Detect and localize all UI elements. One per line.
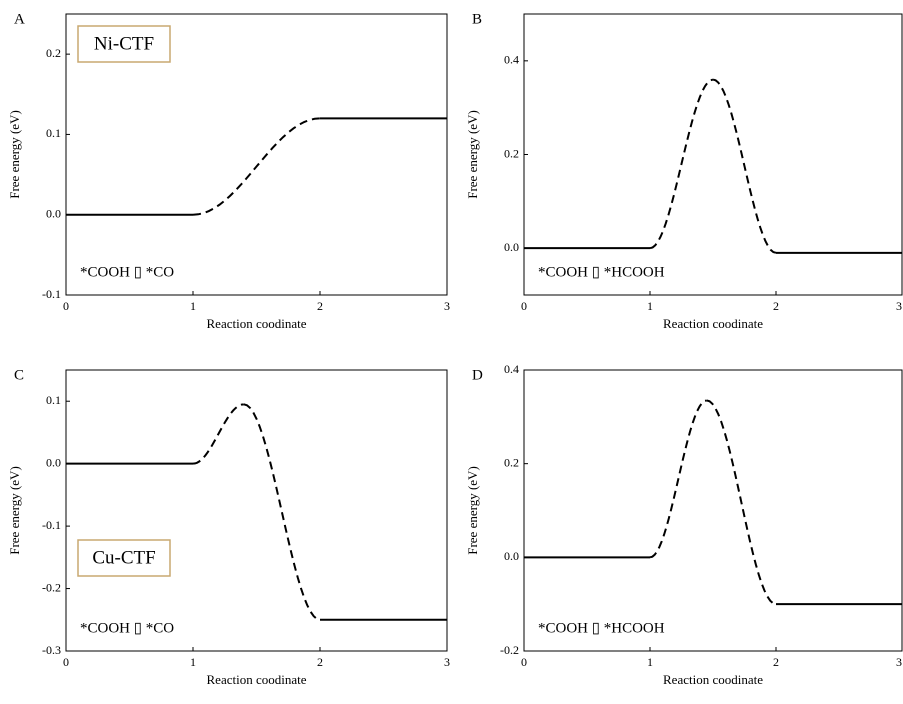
- y-tick-label: 0.0: [504, 240, 519, 254]
- label-box: [77, 539, 171, 577]
- x-axis-title: Reaction coodinate: [207, 316, 307, 331]
- transition-curve: [649, 399, 707, 559]
- x-axis-title: Reaction coodinate: [663, 316, 763, 331]
- x-tick-label: 3: [444, 299, 450, 313]
- y-tick-label: 0.4: [504, 53, 519, 67]
- transition-curve: [712, 78, 777, 254]
- y-tick-label: 0.0: [504, 549, 519, 563]
- y-axis-title: Free energy (eV): [465, 110, 480, 199]
- x-tick-label: 2: [773, 299, 779, 313]
- x-axis-title: Reaction coodinate: [207, 672, 307, 687]
- x-tick-label: 2: [317, 299, 323, 313]
- y-tick-label: 0.0: [46, 206, 61, 220]
- transition-curve: [192, 117, 321, 216]
- y-tick-label: -0.2: [42, 580, 61, 594]
- transition-curve: [243, 403, 321, 621]
- x-tick-label: 1: [647, 655, 653, 669]
- panel-label: B: [472, 11, 482, 27]
- material-label: Ni-CTF: [94, 33, 154, 54]
- y-tick-label: -0.3: [42, 643, 61, 657]
- reaction-annotation: *COOH ▯ *CO: [80, 620, 174, 636]
- x-tick-label: 0: [63, 299, 69, 313]
- y-tick-label: 0.1: [46, 393, 61, 407]
- y-tick-label: 0.2: [504, 146, 519, 160]
- reaction-annotation: *COOH ▯ *HCOOH: [538, 264, 665, 280]
- reaction-annotation: *COOH ▯ *HCOOH: [538, 620, 665, 636]
- reaction-annotation: *COOH ▯ *CO: [80, 264, 174, 280]
- x-tick-label: 0: [521, 299, 527, 313]
- x-tick-label: 3: [444, 655, 450, 669]
- y-axis-title: Free energy (eV): [7, 466, 22, 555]
- x-tick-label: 0: [63, 655, 69, 669]
- y-tick-label: -0.1: [42, 518, 61, 532]
- plot-frame: [65, 13, 448, 296]
- y-tick-label: 0.4: [504, 362, 519, 376]
- x-tick-label: 2: [317, 655, 323, 669]
- y-axis-title: Free energy (eV): [7, 110, 22, 199]
- x-axis-title: Reaction coodinate: [663, 672, 763, 687]
- transition-curve: [192, 403, 244, 465]
- transition-curve: [649, 78, 714, 250]
- y-tick-label: 0.2: [46, 46, 61, 60]
- panel-label: C: [14, 367, 24, 383]
- y-tick-label: 0.1: [46, 126, 61, 140]
- x-tick-label: 3: [896, 655, 902, 669]
- x-tick-label: 1: [190, 299, 196, 313]
- y-tick-label: 0.2: [504, 455, 519, 469]
- material-label: Cu-CTF: [92, 547, 155, 568]
- transition-curve: [706, 399, 777, 606]
- y-tick-label: -0.1: [42, 287, 61, 301]
- x-tick-label: 0: [521, 655, 527, 669]
- x-tick-label: 1: [647, 299, 653, 313]
- plot-frame: [523, 369, 903, 652]
- y-tick-label: -0.2: [500, 643, 519, 657]
- x-tick-label: 3: [896, 299, 902, 313]
- y-tick-label: 0.0: [46, 455, 61, 469]
- x-tick-label: 1: [190, 655, 196, 669]
- x-tick-label: 2: [773, 655, 779, 669]
- panel-label: A: [14, 11, 25, 27]
- label-box: [77, 25, 171, 63]
- y-axis-title: Free energy (eV): [465, 466, 480, 555]
- panel-label: D: [472, 367, 483, 383]
- plot-frame: [65, 369, 448, 652]
